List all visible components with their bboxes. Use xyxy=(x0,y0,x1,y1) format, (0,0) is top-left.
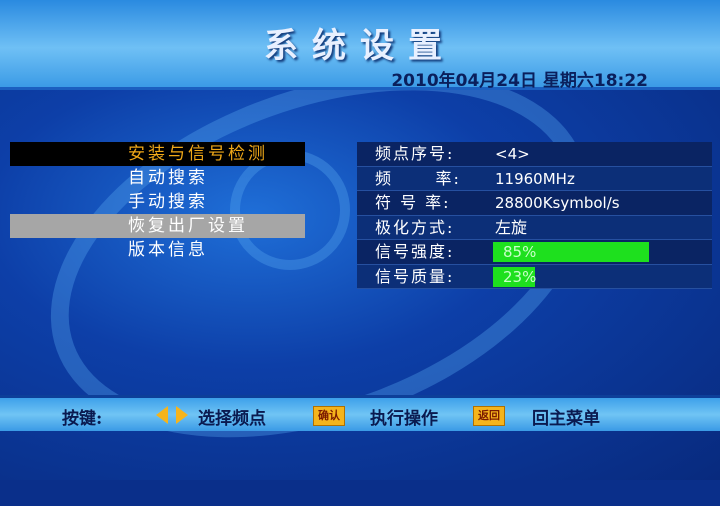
page-title: 系统设置 xyxy=(264,26,456,66)
frequency-value: 11960MHz xyxy=(495,169,575,188)
ok-help-text: 执行操作 xyxy=(370,409,438,429)
signal-strength-fill xyxy=(493,242,650,262)
signal-quality-bar: 23% xyxy=(493,266,677,287)
signal-quality-label: 信号质量: xyxy=(375,266,455,286)
polarization-value: 左旋 xyxy=(495,217,528,237)
header: 系统设置 2010年04月24日 星期六18:22 xyxy=(0,0,720,91)
signal-quality-row: 信号质量: 23% xyxy=(357,264,712,289)
back-key-badge: 返回 xyxy=(473,406,505,426)
frequency-label: 频 率: xyxy=(375,168,461,188)
back-help-text: 回主菜单 xyxy=(532,409,600,429)
frequency-row: 频 率: 11960MHz xyxy=(357,166,712,191)
keys-label: 按键: xyxy=(62,409,103,429)
settings-menu: 安装与信号检测 自动搜索 手动搜索 恢复出厂设置 版本信息 xyxy=(10,142,305,262)
menu-item-factory-reset[interactable]: 恢复出厂设置 xyxy=(10,214,305,238)
signal-quality-fill xyxy=(493,266,536,287)
symbol-rate-label: 符 号 率: xyxy=(375,193,451,212)
menu-item-install-signal[interactable]: 安装与信号检测 xyxy=(10,142,305,166)
polarization-label: 极化方式: xyxy=(375,217,455,237)
channel-row[interactable]: 频点序号: <4> xyxy=(357,142,712,167)
menu-item-auto-search[interactable]: 自动搜索 xyxy=(128,168,208,188)
menu-item-manual-search[interactable]: 手动搜索 xyxy=(128,192,208,212)
signal-strength-label: 信号强度: xyxy=(375,242,455,261)
symbol-rate-row: 符 号 率: 28800Ksymbol/s xyxy=(357,191,712,216)
signal-strength-value: 85% xyxy=(503,243,537,261)
symbol-rate-value: 28800Ksymbol/s xyxy=(495,194,620,212)
signal-strength-row: 信号强度: 85% xyxy=(357,240,712,265)
left-arrow-icon xyxy=(156,406,168,424)
channel-value: <4> xyxy=(495,145,530,163)
polarization-row: 极化方式: 左旋 xyxy=(357,215,712,240)
channel-label: 频点序号: xyxy=(375,144,455,163)
footer-help-bar: 按键: 选择频点 确认 执行操作 返回 回主菜单 xyxy=(0,395,720,431)
menu-item-version-info[interactable]: 版本信息 xyxy=(128,240,208,260)
lr-help-text: 选择频点 xyxy=(198,409,266,429)
ok-key-badge: 确认 xyxy=(313,406,345,426)
signal-info-panel: 频点序号: <4> 频 率: 11960MHz 符 号 率: 28800Ksymbol… xyxy=(357,142,712,289)
signal-quality-value: 23% xyxy=(503,267,537,286)
right-arrow-icon xyxy=(176,406,188,424)
signal-strength-bar: 85% xyxy=(493,242,677,262)
datetime: 2010年04月24日 星期六18:22 xyxy=(391,71,648,91)
